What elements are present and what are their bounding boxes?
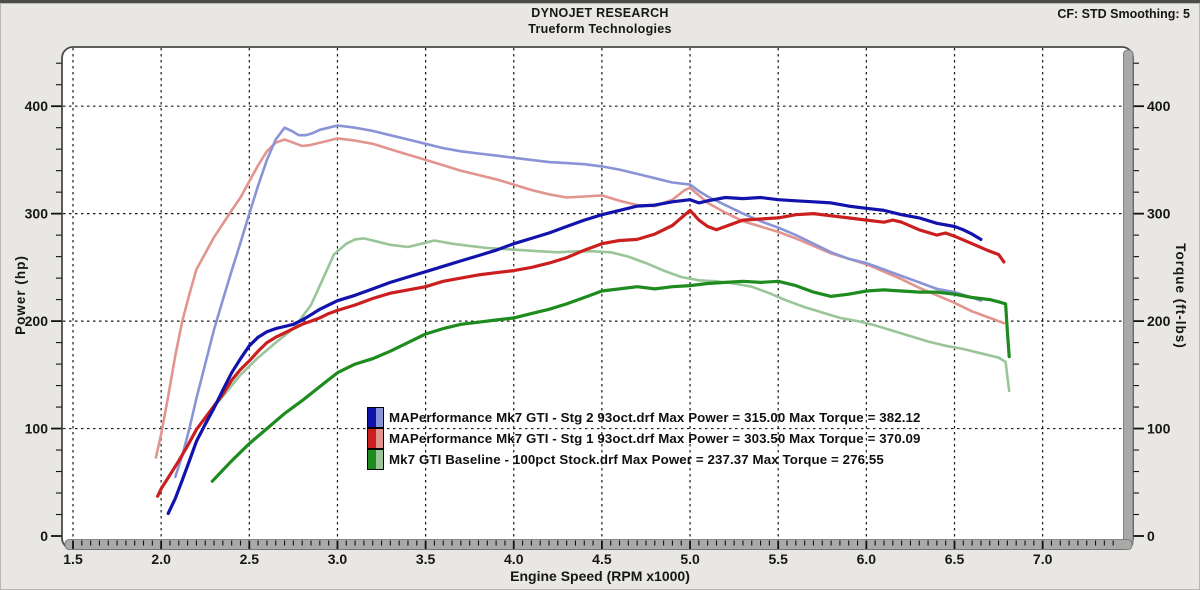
right-axis-title: Torque (ft-lbs) <box>1173 243 1188 348</box>
x-tick-label: 2.5 <box>240 551 260 567</box>
power-tick-label: 400 <box>25 98 49 114</box>
x-tick-label: 5.5 <box>768 551 788 567</box>
curve-baseline-power <box>210 279 1011 483</box>
x-tick-label: 5.0 <box>680 551 700 567</box>
power-tick-label: 200 <box>25 313 49 329</box>
frame-band-bottom <box>64 539 1133 550</box>
x-tick-label: 3.5 <box>416 551 436 567</box>
curve-stg2-torque <box>174 124 983 479</box>
x-tick-label: 2.0 <box>151 551 171 567</box>
x-axis-title: Engine Speed (RPM x1000) <box>510 568 690 584</box>
curve-stg1-power <box>156 208 1006 498</box>
power-tick-label: 300 <box>25 206 49 222</box>
frame-band-right <box>1123 49 1134 548</box>
axis-ticks <box>51 62 1144 549</box>
x-tick-label: 3.0 <box>328 551 348 567</box>
legend-row-1: MAPerformance Mk7 GTI - Stg 1 93oct.drf … <box>367 428 921 449</box>
legend-swatch-icon <box>367 428 384 449</box>
x-tick-label: 6.5 <box>945 551 965 567</box>
x-tick-label: 1.5 <box>63 551 83 567</box>
x-tick-label: 7.0 <box>1033 551 1053 567</box>
legend-label: Mk7 GTI Baseline - 100pct Stock.drf Max … <box>389 452 884 467</box>
x-tick-label: 4.0 <box>504 551 524 567</box>
gridlines <box>63 48 1123 539</box>
app-subtitle: Trueform Technologies <box>528 22 672 36</box>
left-axis-title: Power (hp) <box>13 255 28 335</box>
curve-stg2-power <box>166 195 983 515</box>
torque-tick-label: 200 <box>1147 313 1171 329</box>
legend-label: MAPerformance Mk7 GTI - Stg 2 93oct.drf … <box>389 410 921 425</box>
torque-tick-label: 0 <box>1147 528 1155 544</box>
power-tick-label: 0 <box>40 528 48 544</box>
legend: MAPerformance Mk7 GTI - Stg 2 93oct.drf … <box>367 407 921 470</box>
correction-smoothing-status: CF: STD Smoothing: 5 <box>1057 7 1190 21</box>
dyno-chart: 1.5 2.0 2.5 3.0 3.5 4.0 4.5 5.0 5.5 6.0 6.5 7.0 0 0 10… <box>13 46 1188 584</box>
power-tick-label: 100 <box>25 421 49 437</box>
legend-row-0: MAPerformance Mk7 GTI - Stg 2 93oct.drf … <box>367 407 921 428</box>
torque-tick-label: 300 <box>1147 206 1171 222</box>
curve-baseline-torque <box>209 237 1011 413</box>
legend-swatch-icon <box>367 407 384 428</box>
legend-label: MAPerformance Mk7 GTI - Stg 1 93oct.drf … <box>389 431 921 446</box>
x-tick-label: 4.5 <box>592 551 612 567</box>
legend-swatch-icon <box>367 449 384 470</box>
torque-tick-label: 400 <box>1147 98 1171 114</box>
x-tick-label: 6.0 <box>857 551 877 567</box>
axis-tick-labels: 1.5 2.0 2.5 3.0 3.5 4.0 4.5 5.0 5.5 6.0 6.5 7.0 0 0 10… <box>25 98 1171 567</box>
legend-row-2: Mk7 GTI Baseline - 100pct Stock.drf Max … <box>367 449 921 470</box>
app-title: DYNOJET RESEARCH <box>531 6 669 20</box>
dyno-curves <box>154 124 1011 515</box>
torque-tick-label: 100 <box>1147 421 1171 437</box>
